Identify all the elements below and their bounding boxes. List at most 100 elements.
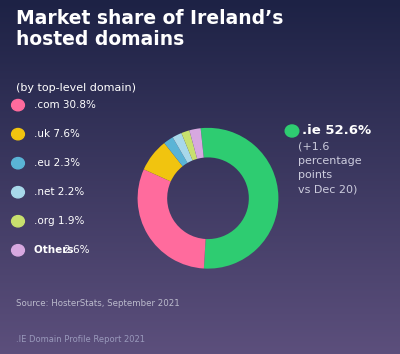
Text: Others: Others [34,245,77,255]
Bar [0,281,400,282]
Bar [0,323,400,325]
Wedge shape [182,130,197,160]
Bar [0,314,400,315]
Bar [0,295,400,296]
Bar [0,158,400,159]
Bar [0,294,400,295]
Bar [0,34,400,35]
Bar [0,114,400,116]
Bar [0,223,400,224]
Bar [0,142,400,143]
Bar [0,202,400,203]
Bar [0,276,400,277]
Bar [0,286,400,287]
Bar [0,306,400,307]
Bar [0,35,400,36]
Bar [0,7,400,8]
Bar [0,84,400,85]
Bar [0,130,400,131]
Bar [0,204,400,205]
Bar [0,231,400,233]
Bar [0,308,400,309]
Bar [0,194,400,195]
Bar [0,163,400,164]
Bar [0,71,400,72]
Bar [0,167,400,169]
Bar [0,17,400,18]
Bar [0,120,400,121]
Bar [0,14,400,15]
Bar [0,201,400,202]
Bar [0,302,400,303]
Bar [0,136,400,137]
Bar [0,105,400,106]
Bar [0,47,400,48]
Bar [0,87,400,88]
Bar [0,318,400,319]
Bar [0,46,400,47]
Bar [0,293,400,294]
Bar [0,145,400,146]
Bar [0,40,400,41]
Bar [0,50,400,51]
Wedge shape [189,128,204,159]
Bar [0,272,400,273]
Bar [0,10,400,11]
Bar [0,159,400,160]
Bar [0,266,400,267]
Text: .com 30.8%: .com 30.8% [34,100,96,110]
Bar [0,243,400,244]
Bar [0,283,400,284]
Bar [0,107,400,109]
Bar [0,123,400,124]
Bar [0,342,400,343]
Bar [0,273,400,274]
Bar [0,36,400,38]
Bar [0,236,400,237]
Bar [0,133,400,135]
Wedge shape [201,128,278,269]
Bar [0,229,400,230]
Bar [0,304,400,306]
Bar [0,54,400,56]
Bar [0,196,400,197]
Bar [0,153,400,155]
Bar [0,225,400,227]
Bar [0,132,400,133]
Bar [0,346,400,347]
Bar [0,80,400,81]
Bar [0,197,400,198]
Bar [0,279,400,280]
Bar [0,224,400,225]
Bar [0,255,400,256]
Wedge shape [144,143,183,182]
Bar [0,121,400,123]
Bar [0,215,400,216]
Bar [0,198,400,199]
Bar [0,173,400,175]
Bar [0,211,400,212]
Bar [0,187,400,188]
Bar [0,73,400,74]
Bar [0,335,400,336]
Bar [0,195,400,196]
Bar [0,91,400,92]
Bar [0,5,400,6]
Text: .net 2.2%: .net 2.2% [34,187,84,197]
Bar [0,249,400,250]
Bar [0,155,400,156]
Bar [0,149,400,150]
Bar [0,59,400,60]
Bar [0,339,400,340]
Bar [0,182,400,183]
Bar [0,127,400,129]
Bar [0,245,400,247]
Bar [0,297,400,298]
Bar [0,309,400,310]
Bar [0,261,400,262]
Bar [0,184,400,185]
Bar [0,189,400,190]
Bar [0,12,400,13]
Bar [0,70,400,71]
Bar [0,332,400,333]
